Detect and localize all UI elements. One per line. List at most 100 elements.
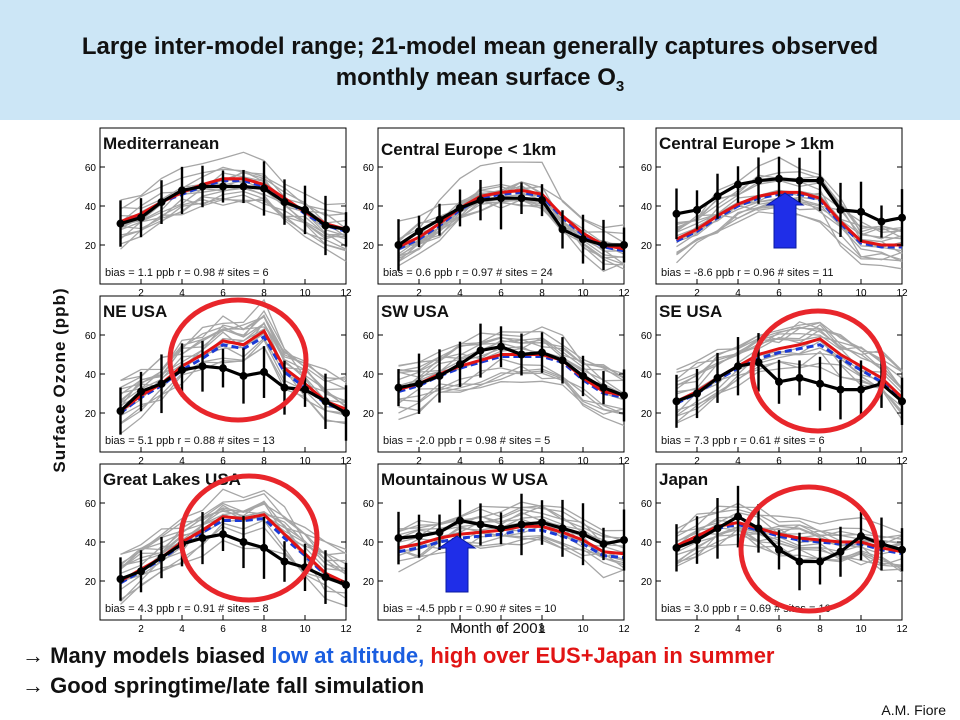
observed-point [898, 213, 906, 222]
model-median-line [119, 334, 347, 415]
x-tick-label: 12 [618, 288, 630, 299]
observed-point [775, 174, 783, 183]
observed-point [836, 385, 845, 394]
model-median-line [397, 190, 625, 253]
observed-point [775, 377, 783, 386]
observed-point [579, 371, 587, 380]
x-tick-label: 10 [299, 456, 311, 467]
individual-model-line [398, 365, 625, 427]
x-tick-label: 8 [817, 456, 823, 467]
x-tick-label: 4 [179, 624, 185, 635]
x-tick-label: 2 [694, 624, 700, 635]
observed-point [116, 219, 125, 228]
observed-point [456, 360, 464, 369]
observed-point [517, 520, 526, 529]
observed-point [857, 532, 865, 541]
highlight-circle [738, 484, 880, 614]
model-median-line [675, 192, 902, 249]
observed-point [178, 186, 186, 195]
observed-point [321, 397, 330, 406]
slide-title-line-1: Large inter-model range; 21-model mean g… [81, 33, 879, 60]
observed-point [816, 557, 824, 566]
observed-point [734, 512, 742, 521]
x-tick-label: 10 [299, 288, 311, 299]
model-median-line [675, 343, 903, 405]
observed-point [219, 182, 227, 191]
model-median-line [398, 354, 625, 399]
x-tick-label: 8 [539, 456, 545, 467]
observed-point [517, 350, 526, 359]
takeaway-1-prefix: Many models biased [50, 643, 272, 668]
x-tick-label: 2 [138, 288, 144, 299]
individual-model-line [676, 508, 903, 536]
observed-point [280, 198, 289, 207]
observed-point [178, 366, 186, 375]
observed-point [321, 573, 330, 582]
panel-title: SW USA [381, 302, 449, 321]
observed-point [394, 383, 403, 392]
observed-point [219, 530, 227, 539]
panel-se-usa: 20 40 60 2 4 6 8 10 12 SE USA bias = 7.3 ppb r = 0… [641, 295, 908, 467]
y-tick-label: 20 [641, 241, 653, 252]
takeaway-1-low-text: low at altitude, [271, 643, 425, 668]
individual-model-line [676, 323, 903, 395]
panel-great-lakes-usa: 20 40 60 2 4 6 8 10 12 Great Lakes USA bias = 4.3 … [85, 463, 352, 635]
panel-stats: bias = -4.5 ppb r = 0.90 # sites = 10 [383, 603, 556, 615]
y-tick-label: 60 [85, 163, 97, 174]
x-tick-label: 8 [261, 456, 267, 467]
individual-model-line [120, 539, 347, 586]
x-tick-label: 6 [498, 288, 504, 299]
x-tick-label: 4 [179, 288, 185, 299]
x-tick-label: 12 [618, 456, 630, 467]
y-tick-label: 40 [641, 370, 653, 381]
x-tick-label: 4 [735, 288, 741, 299]
observed-point [476, 196, 485, 205]
observed-point [239, 371, 248, 380]
individual-model-line [676, 360, 903, 412]
highlight-circle [178, 473, 320, 603]
panel-mountainous-w-usa: 20 40 60 2 4 6 8 10 12 Mountainous W USA bias = -4… [363, 463, 630, 635]
observed-point [754, 176, 763, 185]
panel-stats: bias = -8.6 ppb r = 0.96 # sites = 11 [661, 267, 834, 279]
individual-model-line [676, 329, 903, 414]
individual-model-line [120, 502, 347, 569]
observed-point [713, 524, 722, 533]
observed-point [754, 524, 763, 533]
y-tick-label: 60 [363, 163, 375, 174]
panel-stats: bias = 1.1 ppb r = 0.98 # sites = 6 [105, 267, 269, 279]
panel-stats: bias = 0.6 ppb r = 0.97 # sites = 24 [383, 267, 553, 279]
individual-model-line [120, 187, 347, 251]
observed-point [898, 397, 906, 406]
individual-model-line [120, 504, 347, 565]
observed-point [734, 180, 742, 189]
individual-model-line [398, 537, 625, 579]
arrow-right-icon: → [22, 643, 44, 668]
observed-point [301, 385, 309, 394]
x-tick-label: 10 [855, 456, 867, 467]
observed-point [693, 536, 701, 545]
observed-point [435, 371, 444, 380]
observed-point [321, 221, 330, 230]
observed-point [693, 205, 701, 214]
x-tick-label: 10 [577, 288, 589, 299]
x-tick-label: 12 [340, 456, 352, 467]
x-tick-label: 8 [539, 624, 545, 635]
x-tick-label: 6 [498, 624, 504, 635]
individual-model-line [676, 505, 903, 539]
y-tick-label: 40 [641, 538, 653, 549]
observed-point [538, 348, 546, 357]
individual-model-line [120, 519, 347, 607]
x-tick-label: 2 [138, 624, 144, 635]
observed-point [497, 524, 505, 533]
individual-model-line [676, 543, 903, 571]
y-tick-label: 20 [641, 409, 653, 420]
observed-point [342, 580, 350, 589]
observed-point [456, 516, 464, 525]
x-tick-label: 2 [694, 456, 700, 467]
observed-point [137, 387, 145, 396]
observed-point [157, 198, 166, 207]
panel-title: Great Lakes USA [103, 470, 241, 489]
observed-point [538, 196, 546, 205]
